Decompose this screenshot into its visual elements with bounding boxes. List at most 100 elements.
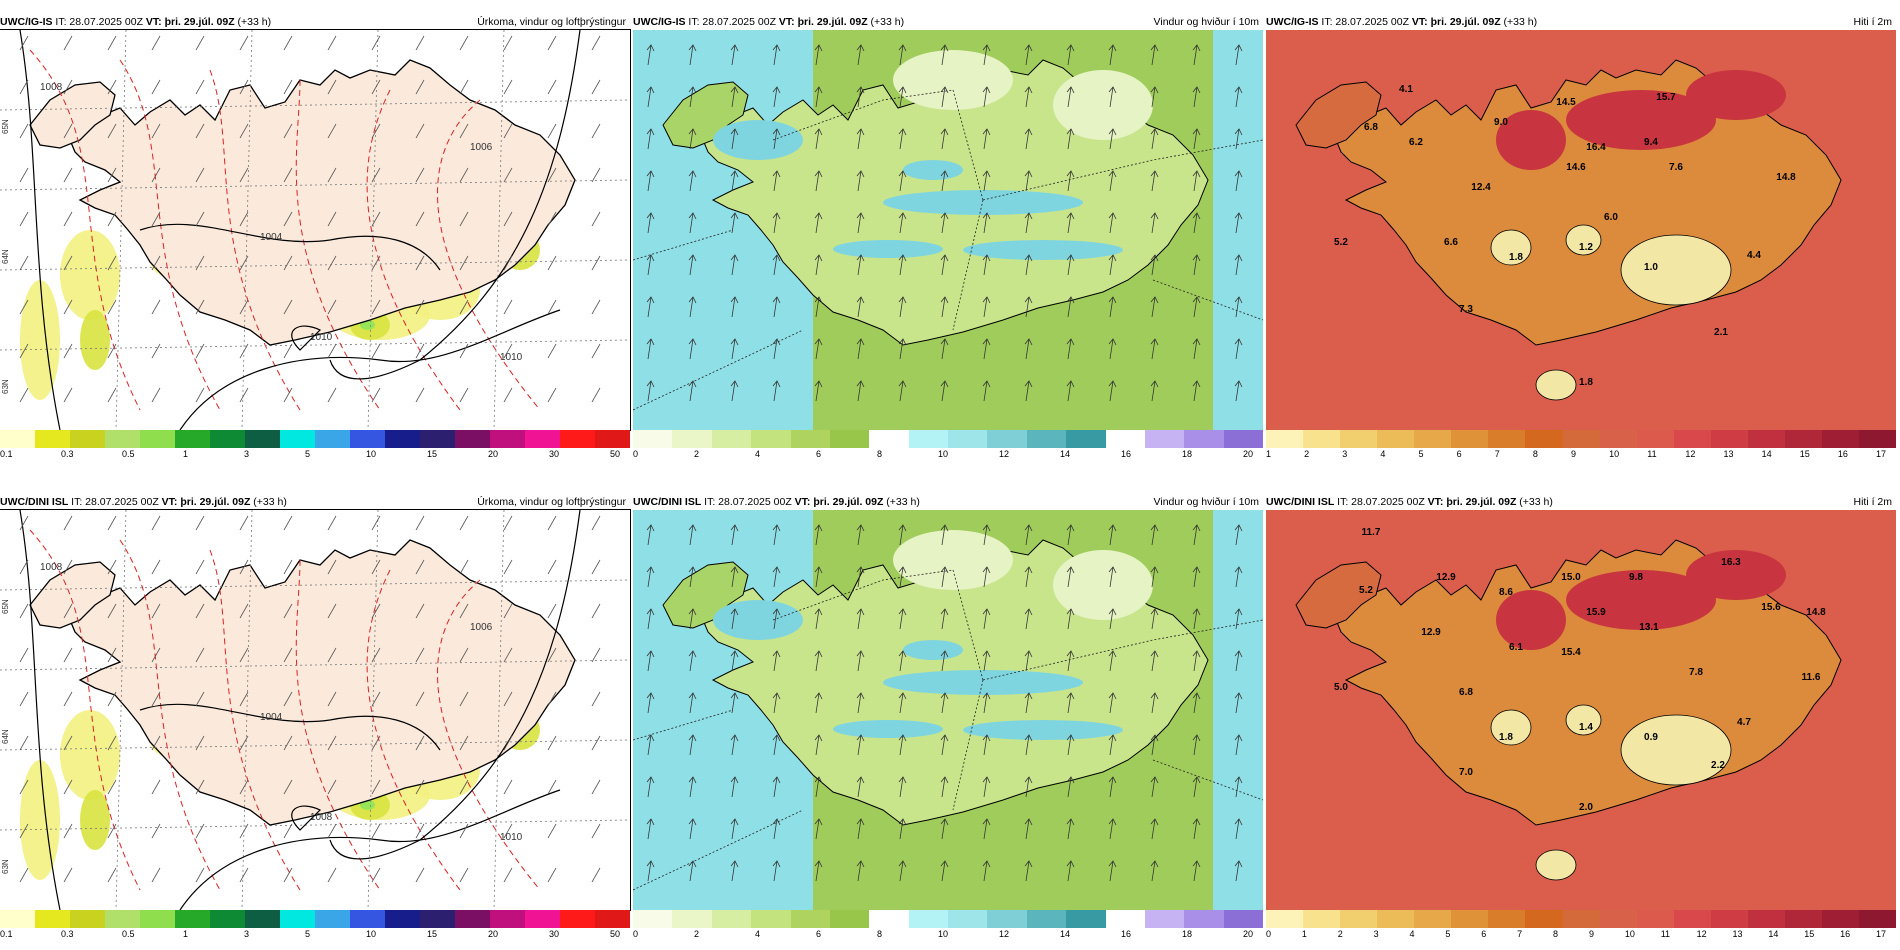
wind-barb [327,559,337,575]
wind-barb [63,79,73,95]
legend-swatch [1340,430,1378,448]
valid-time-label: VT: [161,496,178,508]
temperature-label: 1.8 [1579,377,1593,388]
wind-barb [107,867,117,883]
temperature-label: 6.1 [1509,642,1523,653]
wind-arrow [772,170,781,192]
temperature-label: 12.9 [1436,572,1456,583]
lead-time: (+33 h) [886,496,920,508]
warm-area [1566,90,1716,150]
legend-swatch [987,430,1027,448]
legend-tick-label: 5 [305,929,311,939]
wind-arrow [940,650,949,672]
wind-arrow [1234,566,1243,588]
map-wind[interactable] [633,510,1263,910]
legend-tick-label: 0.3 [61,449,74,459]
map-temp[interactable]: 6.8 4.1 6.2 9.0 14.5 15.7 16.4 9.4 14.6 12.4 7.6 14… [1266,30,1896,430]
wind-arrow [1192,86,1201,108]
wind-arrow [1024,608,1033,630]
wind-barb [547,167,557,183]
wind-barb [415,647,425,663]
wind-arrow [646,296,655,318]
wind-barb [239,79,249,95]
wind-arrow [898,608,907,630]
map-precip[interactable]: 1008 1006 1004 1010 1010 65N 64N 63N [0,29,631,431]
wind-barb [239,867,249,883]
legend-tick-label: 10 [1609,449,1620,459]
isobar-label: 1006 [470,142,493,153]
wind-arrow [940,692,949,714]
wind-barb [591,691,601,707]
legend-tick-label: 6 [1456,449,1462,459]
wind-arrow [1066,170,1075,192]
wind-arrow [646,818,655,840]
legend-swatch [1377,910,1415,928]
wind-barb [459,35,469,51]
wind-barb [547,79,557,95]
wind-arrow [1234,170,1243,192]
wind-barb [547,255,557,271]
wind-barb [283,123,293,139]
isobar [19,30,61,430]
wind-arrow [856,212,865,234]
region-boundary [633,809,804,891]
wind-barb [283,559,293,575]
wind-arrow [688,524,697,546]
wind-barb [107,691,117,707]
color-legend: 0 2 4 6 8 10 12 14 16 18 20 [633,910,1263,940]
legend-tick-label: 10 [938,929,949,939]
wind-barb [19,735,29,751]
map-precip[interactable]: 1008 1006 1004 1010 1008 65N 64N 63N [0,509,631,911]
temperature-label: 1.2 [1579,242,1593,253]
wind-arrow [730,566,739,588]
temperature-label: 15.4 [1561,647,1581,658]
wind-barb [107,211,117,227]
wind-barb [591,79,601,95]
wind-barb [547,691,557,707]
map-temp[interactable]: 11.7 5.2 12.9 8.6 15.0 9.8 16.3 15.6 14.8 15.9 15.… [1266,510,1896,910]
precip-area [20,280,60,400]
temperature-contour [29,49,141,411]
wind-barb [63,559,73,575]
map-wind[interactable] [633,30,1263,430]
wind-barb [327,515,337,531]
wind-barb [63,779,73,795]
isobar [139,703,441,751]
valid-time-label: VT: [778,16,795,28]
legend-swatch [1414,430,1452,448]
wind-barb [459,299,469,315]
wind-arrow [646,776,655,798]
wind-arrow [856,608,865,630]
temperature-label: 7.0 [1459,767,1473,778]
wind-arrow [814,170,823,192]
wind-arrow [688,86,697,108]
legend-tick-label: 0.5 [122,929,135,939]
wind-barb [591,867,601,883]
wind-barb [195,123,205,139]
wind-arrow [898,818,907,840]
temperature-label: 11.7 [1362,527,1381,538]
wind-barb [239,167,249,183]
wind-arrow [646,650,655,672]
wind-barb [283,343,293,359]
color-legend: 0 2 4 6 8 10 12 14 16 18 20 [633,430,1263,460]
wind-arrow [646,44,655,66]
wind-barb [415,603,425,619]
wind-barb [19,559,29,575]
wind-barb [151,691,161,707]
wind-arrow [1150,212,1159,234]
glacier-hofsjokull [1565,224,1602,256]
wind-arrow [646,566,655,588]
temperature-label: 15.0 [1561,572,1581,583]
legend-swatch [315,430,350,448]
grid-line [115,30,127,430]
wind-barb [415,299,425,315]
wind-arrow [1108,338,1117,360]
legend-bar [0,910,630,928]
wind-arrow [898,860,907,882]
wind-arrow [646,338,655,360]
wind-barb [371,647,381,663]
wind-arrow [1234,212,1243,234]
wind-arrow [1150,86,1159,108]
wind-barb [283,35,293,51]
